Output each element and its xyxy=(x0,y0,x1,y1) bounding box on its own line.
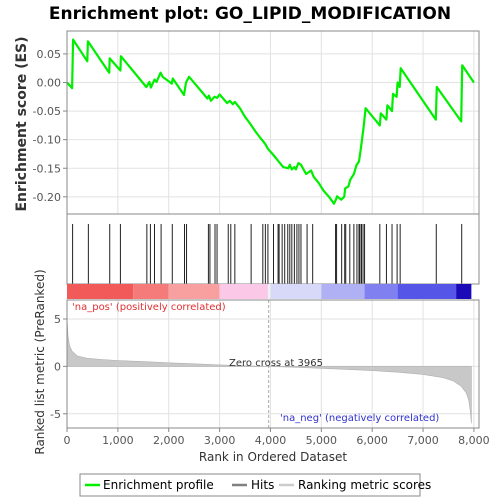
rank-segment xyxy=(267,284,271,299)
hits-marks xyxy=(72,224,463,284)
hits-area xyxy=(67,214,479,284)
es-y-axis-label: Enrichment score (ES) xyxy=(14,36,30,211)
metric-y-axis-label: Ranked list metric (PreRanked) xyxy=(33,269,47,454)
legend: Enrichment profile Hits Ranking metric s… xyxy=(79,473,431,497)
x-tick-label: 8,000 xyxy=(458,434,490,447)
metric-y-ticks: 5 0 -5 xyxy=(50,313,67,421)
metric-tick-label: 0 xyxy=(54,360,61,373)
es-plot-area xyxy=(67,31,479,214)
x-tick-label: 4,000 xyxy=(255,434,287,447)
metric-frame xyxy=(66,299,480,429)
es-tick-label: -0.10 xyxy=(33,134,61,147)
legend-label-hits: Hits xyxy=(251,478,274,492)
rank-segment xyxy=(168,284,220,299)
enrichment-profile-line xyxy=(66,38,475,205)
x-tick-label: 5,000 xyxy=(306,434,338,447)
x-axis-label: Rank in Ordered Dataset xyxy=(199,450,347,464)
zero-cross-label: Zero cross at 3965 xyxy=(229,358,323,369)
metric-tick-label: -5 xyxy=(50,408,61,421)
rank-segment xyxy=(456,284,472,299)
rank-segment xyxy=(270,284,322,299)
legend-label-enrichment: Enrichment profile xyxy=(103,478,214,492)
legend-label-ranking: Ranking metric scores xyxy=(298,478,431,492)
es-y-ticks: 0.05 0.00 -0.05 -0.10 -0.15 -0.20 xyxy=(33,48,67,204)
hits-panel xyxy=(66,213,480,285)
legend-box xyxy=(79,473,421,497)
x-tick-label: 7,000 xyxy=(407,434,439,447)
x-tick-label: 0 xyxy=(64,434,71,447)
es-tick-label: -0.05 xyxy=(33,105,61,118)
ranking-color-bar xyxy=(67,284,472,299)
es-tick-label: -0.15 xyxy=(33,162,61,175)
rank-segment xyxy=(67,284,134,299)
x-tick-label: 1,000 xyxy=(102,434,134,447)
rank-segment xyxy=(397,284,457,299)
metric-panel: 50-5 0 1,000 2,000 3,000 4,000 5,000 6,000 7,00… xyxy=(50,299,490,447)
pos-correlated-label: 'na_pos' (positively correlated) xyxy=(72,302,226,313)
rank-segment xyxy=(219,284,268,299)
chart-title: Enrichment plot: GO_LIPID_MODIFICATION xyxy=(49,4,451,24)
rank-segment xyxy=(133,284,169,299)
metric-x-ticks: 0 1,000 2,000 3,000 4,000 5,000 6,000 7,000 8,00… xyxy=(64,428,490,447)
es-tick-label: -0.20 xyxy=(33,191,61,204)
rank-segment xyxy=(321,284,365,299)
es-grid xyxy=(66,31,479,214)
ranking-metric-area xyxy=(66,317,472,424)
metric-tick-label: 5 xyxy=(54,313,61,326)
es-tick-label: 0.05 xyxy=(37,48,62,61)
x-tick-label: 3,000 xyxy=(204,434,236,447)
rank-segment xyxy=(364,284,398,299)
neg-correlated-label: 'na_neg' (negatively correlated) xyxy=(280,413,439,424)
es-panel: 0.05 0.00 -0.05 -0.10 -0.15 -0.20 xyxy=(33,30,480,215)
x-tick-label: 2,000 xyxy=(153,434,185,447)
x-tick-label: 6,000 xyxy=(356,434,388,447)
es-tick-label: 0.00 xyxy=(37,76,62,89)
